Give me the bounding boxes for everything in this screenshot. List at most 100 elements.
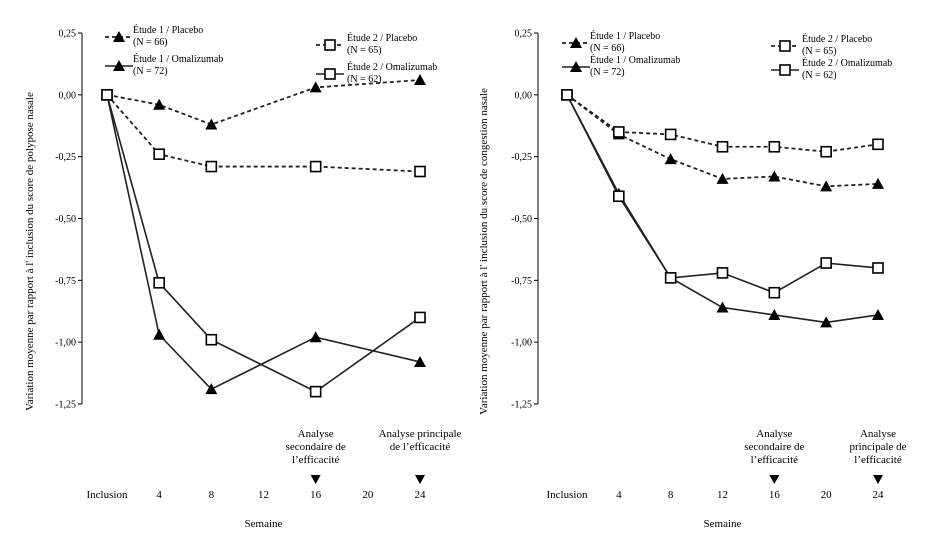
x-tick-label: 24 — [873, 489, 885, 501]
legend-marker — [570, 61, 582, 72]
legend-name: Étude 1 / Omalizumab — [590, 54, 680, 66]
legend-name: Étude 1 / Omalizumab — [133, 53, 223, 65]
legend-entry-3: Étude 2 / Placebo(N = 65) — [771, 33, 872, 57]
legend-n: (N = 72) — [590, 67, 625, 78]
series-line — [106, 79, 421, 126]
data-point — [414, 165, 426, 178]
x-tick-label: 12 — [258, 489, 269, 501]
data-point — [414, 73, 426, 85]
data-point — [309, 385, 322, 398]
data-point — [153, 148, 165, 160]
annotation-text: de l’efficacité — [390, 441, 451, 453]
chart-panel-1: 0,25 0,00 -0,25 -0,50 -0,75 -1,00 -1,25 Inclusi… — [24, 24, 462, 530]
y-tick-label: -0,50 — [511, 214, 532, 225]
x-tick-label: 4 — [156, 489, 162, 501]
y-tick-label: -1,00 — [511, 338, 532, 349]
data-point — [716, 140, 729, 153]
x-tick-label: 8 — [668, 489, 674, 501]
data-point — [309, 160, 322, 173]
y-axis-label: Variation moyenne par rapport à l' inclu… — [478, 88, 490, 415]
series-1 — [101, 73, 426, 130]
data-point — [153, 98, 166, 110]
y-tick-label: -1,25 — [55, 400, 76, 411]
legend-entry-2: Étude 1 / Omalizumab(N = 72) — [105, 53, 223, 77]
data-point — [872, 177, 884, 189]
data-point — [820, 316, 833, 328]
data-point — [205, 383, 218, 395]
down-arrow-icon — [873, 475, 883, 484]
legend-entry-4: Étude 2 / Omalizumab(N = 62) — [316, 61, 437, 85]
legend-name: Étude 2 / Omalizumab — [802, 57, 892, 69]
series-line — [106, 94, 421, 393]
down-arrow-icon — [415, 475, 425, 484]
x-tick-label: 20 — [362, 489, 374, 501]
data-point — [872, 308, 884, 320]
data-point — [664, 153, 677, 165]
x-tick-label: 20 — [821, 489, 833, 501]
x-tick-label: 12 — [717, 489, 728, 501]
annotation-text: Analyse — [298, 428, 334, 440]
x-tick-label: 16 — [769, 489, 781, 501]
legend-n: (N = 65) — [347, 45, 382, 56]
annotation-text: principale de — [849, 441, 906, 453]
down-arrow-icon — [769, 475, 780, 484]
series-line — [566, 94, 879, 188]
data-point — [664, 272, 677, 284]
legend-n: (N = 72) — [133, 66, 168, 77]
down-arrow-icon — [310, 475, 321, 484]
x-axis-label: Semaine — [704, 518, 742, 530]
legend-entry-2: Étude 1 / Omalizumab(N = 72) — [562, 54, 680, 78]
legend-marker — [324, 68, 336, 80]
annotation-text: Analyse — [860, 428, 896, 440]
annotation-text: l’efficacité — [751, 454, 799, 466]
annotation-text: l’efficacité — [854, 454, 902, 466]
data-point — [205, 118, 218, 130]
x-tick-label: 24 — [415, 489, 427, 501]
x-tick-label: 4 — [616, 489, 622, 501]
data-point — [716, 172, 729, 184]
series-line — [106, 94, 421, 391]
data-point — [768, 170, 781, 182]
data-point — [872, 262, 884, 274]
data-point — [414, 311, 426, 324]
legend-marker — [570, 37, 582, 48]
data-point — [768, 308, 781, 320]
y-tick-label: -1,00 — [55, 338, 76, 349]
y-tick-label: -0,75 — [55, 276, 76, 287]
legend-n: (N = 62) — [347, 74, 382, 85]
legend-n: (N = 66) — [133, 37, 168, 48]
y-tick-label: -1,25 — [511, 400, 532, 411]
legend-marker — [779, 40, 791, 52]
y-tick-label: 0,00 — [515, 90, 533, 101]
annotation-text: Analyse — [756, 428, 792, 440]
y-tick-label: -0,25 — [55, 152, 76, 163]
legend-n: (N = 62) — [802, 70, 837, 81]
data-point — [205, 160, 218, 173]
chart-panel-2: 0,25 0,00 -0,25 -0,50 -0,75 -1,00 -1,25 Inclusi… — [478, 29, 907, 531]
annotation-text: secondaire de — [744, 441, 804, 453]
x-axis-label: Semaine — [245, 518, 283, 530]
series-4 — [101, 89, 426, 398]
legend-marker — [779, 64, 791, 76]
legend-entry-4: Étude 2 / Omalizumab(N = 62) — [771, 57, 892, 81]
series-line — [106, 94, 421, 173]
legend-entry-1: Étude 1 / Placebo(N = 66) — [105, 24, 203, 48]
data-point — [820, 145, 832, 158]
y-tick-label: -0,25 — [511, 152, 532, 163]
data-point — [613, 190, 625, 203]
legend-marker — [324, 39, 336, 51]
y-tick-label: 0,25 — [59, 29, 77, 40]
legend-name: Étude 1 / Placebo — [590, 30, 660, 42]
y-axis-label: Variation moyenne par rapport à l' inclu… — [24, 92, 36, 411]
annotation-text: Analyse principale — [379, 428, 462, 440]
series-3 — [561, 89, 884, 158]
data-point — [820, 257, 832, 269]
data-point — [664, 128, 677, 141]
annotation-text: l’efficacité — [292, 454, 340, 466]
data-point — [613, 126, 625, 138]
data-point — [768, 140, 781, 153]
